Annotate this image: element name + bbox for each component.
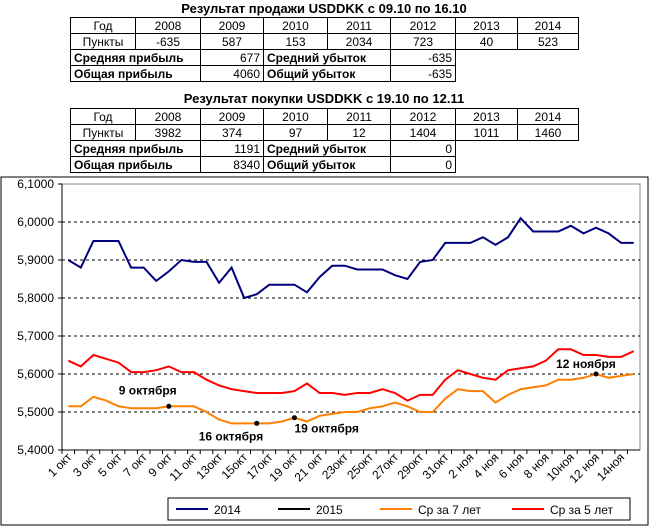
legend-label: 2014 [214,503,241,517]
points-cell: 723 [390,33,456,50]
stat-value: -635 [390,49,456,66]
stat-value: 677 [200,49,264,66]
y-tick-label: 6,1000 [17,177,54,191]
header-cell: 2014 [517,17,579,34]
header-cell: 2010 [263,108,328,125]
header-cell: 2008 [135,17,201,34]
points-cell: 1460 [517,124,579,141]
legend-label: Ср за 7 лет [418,503,481,517]
y-tick-label: 5,9000 [17,253,54,267]
annotation: 12 ноября [556,357,616,371]
points-cell: 523 [517,33,579,50]
points-cell: 153 [263,33,328,50]
row: Год 2008 2009 2010 2011 2012 2013 2014 [70,17,579,34]
stat-value: 0 [390,140,456,157]
empty-cell [456,141,579,157]
series-line [67,216,634,300]
stat-value: -635 [390,65,456,82]
stat-value: 0 [390,156,456,173]
row: Общая прибыль 4060 Общий убыток -635 [70,65,579,82]
points-cell: -635 [135,33,201,50]
annotation: 16 октября [199,429,263,443]
stat-label: Средняя прибыль [70,140,201,157]
header-cell: 2009 [200,108,264,125]
row: Пункты -635 587 153 2034 723 40 523 [70,33,579,50]
points-cell: 374 [200,124,264,141]
y-tick-label: 5,7000 [17,329,54,343]
stat-label: Средняя прибыль [70,49,201,66]
stat-label: Средний убыток [263,49,391,66]
stat-label: Общая прибыль [70,156,201,173]
series-line [67,348,635,402]
y-tick-label: 5,4000 [17,443,54,457]
header-cell: Год [70,108,136,125]
points-cell: 2034 [327,33,391,50]
sell-title: Результат продажи USDDKK с 09.10 по 16.1… [181,1,467,16]
stat-label: Общий убыток [263,65,391,82]
points-cell: 1404 [390,124,456,141]
header-cell: 2013 [455,17,518,34]
points-cell: 97 [263,124,328,141]
annotation: 9 октября [119,383,177,397]
annotation-dot [166,403,172,409]
annotation-dot [593,371,599,377]
y-tick-label: 5,8000 [17,291,54,305]
empty-cell [456,157,579,173]
row-label: Пункты [70,33,136,50]
empty-cell [456,50,579,66]
sell-table: Год 2008 2009 2010 2011 2012 2013 2014 Пункты -63… [70,17,579,82]
stat-label: Средний убыток [263,140,391,157]
header-cell: 2012 [390,108,456,125]
row: Средняя прибыль 677 Средний убыток -635 [70,49,579,66]
points-cell: 587 [200,33,264,50]
row: Пункты 3982 374 97 12 1404 1011 1460 [70,124,579,141]
row: Год 2008 2009 2010 2011 2012 2013 2014 [70,108,579,125]
row: Средняя прибыль 1191 Средний убыток 0 [70,140,579,157]
header-cell: 2013 [455,108,518,125]
empty-cell [456,66,579,82]
legend-label: Ср за 5 лет [550,503,613,517]
header-cell: 2014 [517,108,579,125]
y-tick-label: 6,0000 [17,215,54,229]
annotation: 19 октября [294,422,358,436]
stat-value: 4060 [200,65,264,82]
chart: 5,4000 5,5000 5,6000 5,7000 5,8000 5,9000 6,00… [0,176,649,526]
points-cell: 12 [327,124,391,141]
series-line [68,372,634,425]
row-label: Пункты [70,124,136,141]
points-cell: 40 [455,33,518,50]
stat-value: 1191 [200,140,264,157]
buy-table: Год 2008 2009 2010 2011 2012 2013 2014 Пункты 398… [70,108,579,173]
header-cell: 2011 [327,108,391,125]
y-tick-label: 5,5000 [17,405,54,419]
header-cell: 2010 [263,17,328,34]
stat-label: Общий убыток [263,156,391,173]
points-cell: 1011 [455,124,518,141]
legend-label: 2015 [316,503,343,517]
y-tick-label: 5,6000 [17,367,54,381]
annotation-dot [291,415,297,421]
plot-area [61,183,641,451]
points-cell: 3982 [135,124,201,141]
header-cell: 2008 [135,108,201,125]
header-cell: 2009 [200,17,264,34]
header-cell: 2012 [390,17,456,34]
stat-value: 8340 [200,156,264,173]
buy-title: Результат покупки USDDKK с 19.10 по 12.1… [183,91,465,106]
stat-label: Общая прибыль [70,65,201,82]
row: Общая прибыль 8340 Общий убыток 0 [70,156,579,173]
header-cell: 2011 [327,17,391,34]
annotation-dot [254,420,260,426]
header-cell: Год [70,17,136,34]
